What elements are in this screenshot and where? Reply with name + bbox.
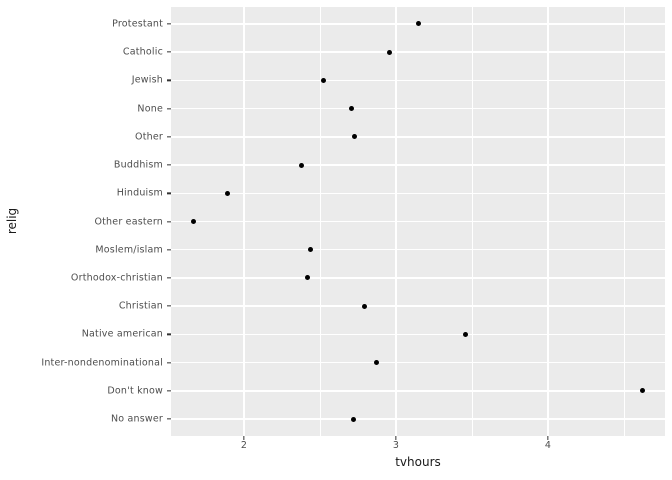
data-point bbox=[305, 275, 311, 281]
y-tick-label: None bbox=[137, 103, 163, 115]
data-point bbox=[352, 134, 358, 140]
gridline-y-major bbox=[171, 361, 665, 364]
y-tick-mark bbox=[166, 305, 171, 307]
data-point bbox=[349, 106, 355, 112]
gridline-x-minor bbox=[471, 7, 473, 436]
gridline-y-major bbox=[171, 192, 665, 194]
y-tick-mark bbox=[166, 107, 171, 110]
y-tick-label: Hinduism bbox=[116, 187, 163, 199]
gridline-y-major bbox=[171, 333, 665, 336]
y-tick-mark bbox=[166, 249, 171, 251]
gridline-y-major bbox=[171, 107, 665, 110]
data-point bbox=[191, 219, 197, 224]
gridline-y-major bbox=[171, 51, 665, 53]
y-tick-label: Jewish bbox=[131, 74, 163, 86]
gridline-y-major bbox=[171, 220, 665, 223]
gridline-y-major bbox=[171, 136, 665, 138]
data-point bbox=[320, 77, 326, 83]
x-tick-label: 2 bbox=[240, 440, 247, 451]
y-tick-label: Moslem/islam bbox=[95, 244, 163, 256]
gridline-x-major bbox=[395, 7, 397, 436]
y-tick-label: Native american bbox=[81, 328, 163, 340]
x-tick-mark bbox=[547, 436, 549, 440]
data-point bbox=[639, 388, 645, 394]
y-tick-mark bbox=[166, 51, 171, 53]
y-tick-mark bbox=[166, 418, 171, 420]
y-tick-mark bbox=[166, 390, 171, 392]
x-tick-mark bbox=[243, 436, 245, 440]
y-tick-mark bbox=[166, 220, 171, 223]
data-point bbox=[224, 190, 230, 196]
plot-panel bbox=[171, 7, 665, 436]
data-point bbox=[361, 303, 367, 309]
y-tick-label: Inter-nondenominational bbox=[41, 357, 163, 369]
data-point bbox=[350, 416, 356, 422]
gridline-y-major bbox=[171, 418, 665, 420]
x-tick-label: 3 bbox=[392, 440, 399, 451]
y-tick-mark bbox=[166, 164, 171, 166]
data-point bbox=[416, 21, 422, 27]
y-tick-label: Protestant bbox=[112, 18, 163, 30]
gridline-y-major bbox=[171, 79, 665, 82]
gridline-x-major bbox=[547, 7, 549, 436]
y-tick-label: Don't know bbox=[107, 385, 163, 397]
y-axis-title: relig bbox=[5, 207, 19, 235]
y-tick-label: Orthodox-christian bbox=[70, 272, 163, 284]
x-axis-title: tvhours bbox=[395, 455, 441, 469]
y-tick-mark bbox=[166, 23, 171, 25]
data-point bbox=[299, 162, 305, 168]
y-tick-mark bbox=[166, 333, 171, 336]
y-tick-mark bbox=[166, 79, 171, 82]
x-tick-label: 4 bbox=[544, 440, 551, 451]
gridline-x-major bbox=[243, 7, 245, 436]
gridline-y-major bbox=[171, 305, 665, 307]
y-tick-mark bbox=[166, 361, 171, 364]
y-tick-label: Catholic bbox=[122, 46, 163, 58]
data-point bbox=[387, 49, 393, 55]
gridline-y-major bbox=[171, 390, 665, 392]
data-point bbox=[373, 360, 379, 366]
y-tick-label: No answer bbox=[110, 413, 163, 425]
data-point bbox=[308, 247, 314, 253]
y-tick-label: Christian bbox=[118, 300, 163, 312]
gridline-x-minor bbox=[319, 7, 321, 436]
gridline-x-minor bbox=[623, 7, 625, 436]
y-tick-mark bbox=[166, 136, 171, 138]
gridline-y-major bbox=[171, 164, 665, 166]
y-tick-label: Other eastern bbox=[94, 216, 163, 227]
data-point bbox=[463, 331, 469, 337]
y-tick-label: Buddhism bbox=[113, 159, 163, 171]
gridline-y-major bbox=[171, 277, 665, 279]
y-tick-label: Other bbox=[135, 131, 163, 143]
y-tick-mark bbox=[166, 277, 171, 279]
gridline-y-major bbox=[171, 249, 665, 251]
x-tick-mark bbox=[395, 436, 397, 440]
y-tick-mark bbox=[166, 192, 171, 194]
